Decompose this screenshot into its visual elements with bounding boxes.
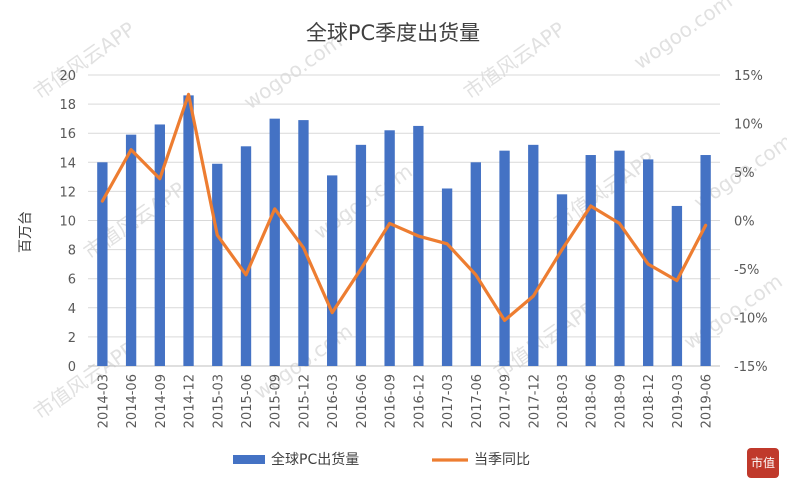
x-tick-label: 2015-06 <box>240 374 255 428</box>
y-tick-label: 20 <box>59 69 76 84</box>
y-axis-title: 百万台 <box>18 211 34 253</box>
logo-badge <box>747 448 779 478</box>
bar <box>240 146 252 366</box>
bar <box>125 134 137 366</box>
right-axis-ticks: -15% -10% -5% 0% 5% 10% 15% <box>734 69 768 375</box>
brand-logo: 市值 <box>747 448 779 478</box>
bar <box>556 194 568 366</box>
x-tick-label: 2019-06 <box>700 374 715 428</box>
x-tick-label: 2016-09 <box>384 374 399 428</box>
bar <box>183 95 194 367</box>
y2-tick-label: -15% <box>734 360 768 375</box>
watermark-text: wogoo.com <box>629 0 737 74</box>
x-tick-label: 2018-12 <box>642 374 657 428</box>
bar <box>413 125 424 366</box>
y-tick-label: 6 <box>68 273 76 288</box>
watermark-text: 市值风云APP <box>29 337 139 424</box>
legend: 全球PC出货量 当季同比 <box>233 451 530 468</box>
x-tick-label: 2016-12 <box>412 374 427 428</box>
bar <box>355 144 367 366</box>
bar <box>212 163 223 366</box>
chart-title: 全球PC季度出货量 <box>306 21 480 45</box>
gridlines <box>88 74 720 367</box>
y2-tick-label: -5% <box>734 263 759 278</box>
x-tick-label: 2017-06 <box>470 374 485 428</box>
bar <box>700 155 711 366</box>
x-tick-label: 2014-12 <box>183 374 198 428</box>
y-tick-label: 14 <box>59 156 76 171</box>
bar <box>269 118 280 367</box>
x-tick-label: 2016-06 <box>355 374 370 428</box>
y-tick-label: 2 <box>68 331 76 346</box>
logo-text: 市值 <box>751 455 775 470</box>
bar <box>154 124 165 366</box>
y-tick-label: 10 <box>59 215 76 230</box>
y-tick-label: 0 <box>68 360 76 375</box>
x-tick-label: 2017-12 <box>527 374 542 428</box>
x-tick-label: 2017-09 <box>499 374 514 428</box>
bar <box>441 188 453 366</box>
bar <box>614 150 625 366</box>
watermark-text: 市值风云APP <box>29 17 139 104</box>
x-tick-label: 2016-03 <box>326 374 341 428</box>
x-tick-label: 2014-06 <box>125 374 140 428</box>
x-tick-label: 2018-09 <box>613 374 628 428</box>
y-tick-label: 16 <box>59 127 76 142</box>
bar <box>499 150 510 366</box>
x-tick-label: 2018-03 <box>556 374 571 428</box>
y-tick-label: 18 <box>59 98 76 113</box>
bar <box>327 175 338 366</box>
x-tick-label: 2017-03 <box>441 374 456 428</box>
y-tick-label: 4 <box>68 302 76 317</box>
bar <box>528 144 539 366</box>
bar <box>298 120 309 366</box>
y2-tick-label: -10% <box>734 312 768 327</box>
legend-swatch-bars <box>233 455 265 464</box>
bar <box>671 205 683 366</box>
legend-label-line: 当季同比 <box>474 452 530 468</box>
line-series-yoy <box>100 92 708 323</box>
y-tick-label: 12 <box>59 185 76 200</box>
bar <box>97 162 108 366</box>
legend-label-bars: 全球PC出货量 <box>271 451 359 468</box>
bar <box>470 162 481 366</box>
x-tick-label: 2019-03 <box>671 374 686 428</box>
y2-tick-label: 5% <box>734 166 755 181</box>
x-tick-label: 2015-12 <box>297 374 312 428</box>
y2-tick-label: 0% <box>734 215 755 230</box>
left-axis-ticks: 0 2 4 6 8 10 12 14 16 18 20 <box>59 69 76 375</box>
y2-tick-label: 10% <box>734 118 763 133</box>
x-tick-label: 2014-03 <box>96 374 111 428</box>
x-tick-label: 2015-03 <box>211 374 226 428</box>
watermark-text: wogoo.com <box>679 269 787 354</box>
y-tick-label: 8 <box>68 244 76 259</box>
x-tick-label: 2015-09 <box>269 374 284 428</box>
bar <box>384 130 395 366</box>
bar <box>585 155 596 366</box>
x-tick-label: 2018-06 <box>585 374 600 428</box>
y2-tick-label: 15% <box>734 69 763 84</box>
x-axis-ticks: 2014-03 2014-06 2014-09 2014-12 2015-03 2015-… <box>96 374 714 428</box>
x-tick-label: 2014-09 <box>154 374 169 428</box>
